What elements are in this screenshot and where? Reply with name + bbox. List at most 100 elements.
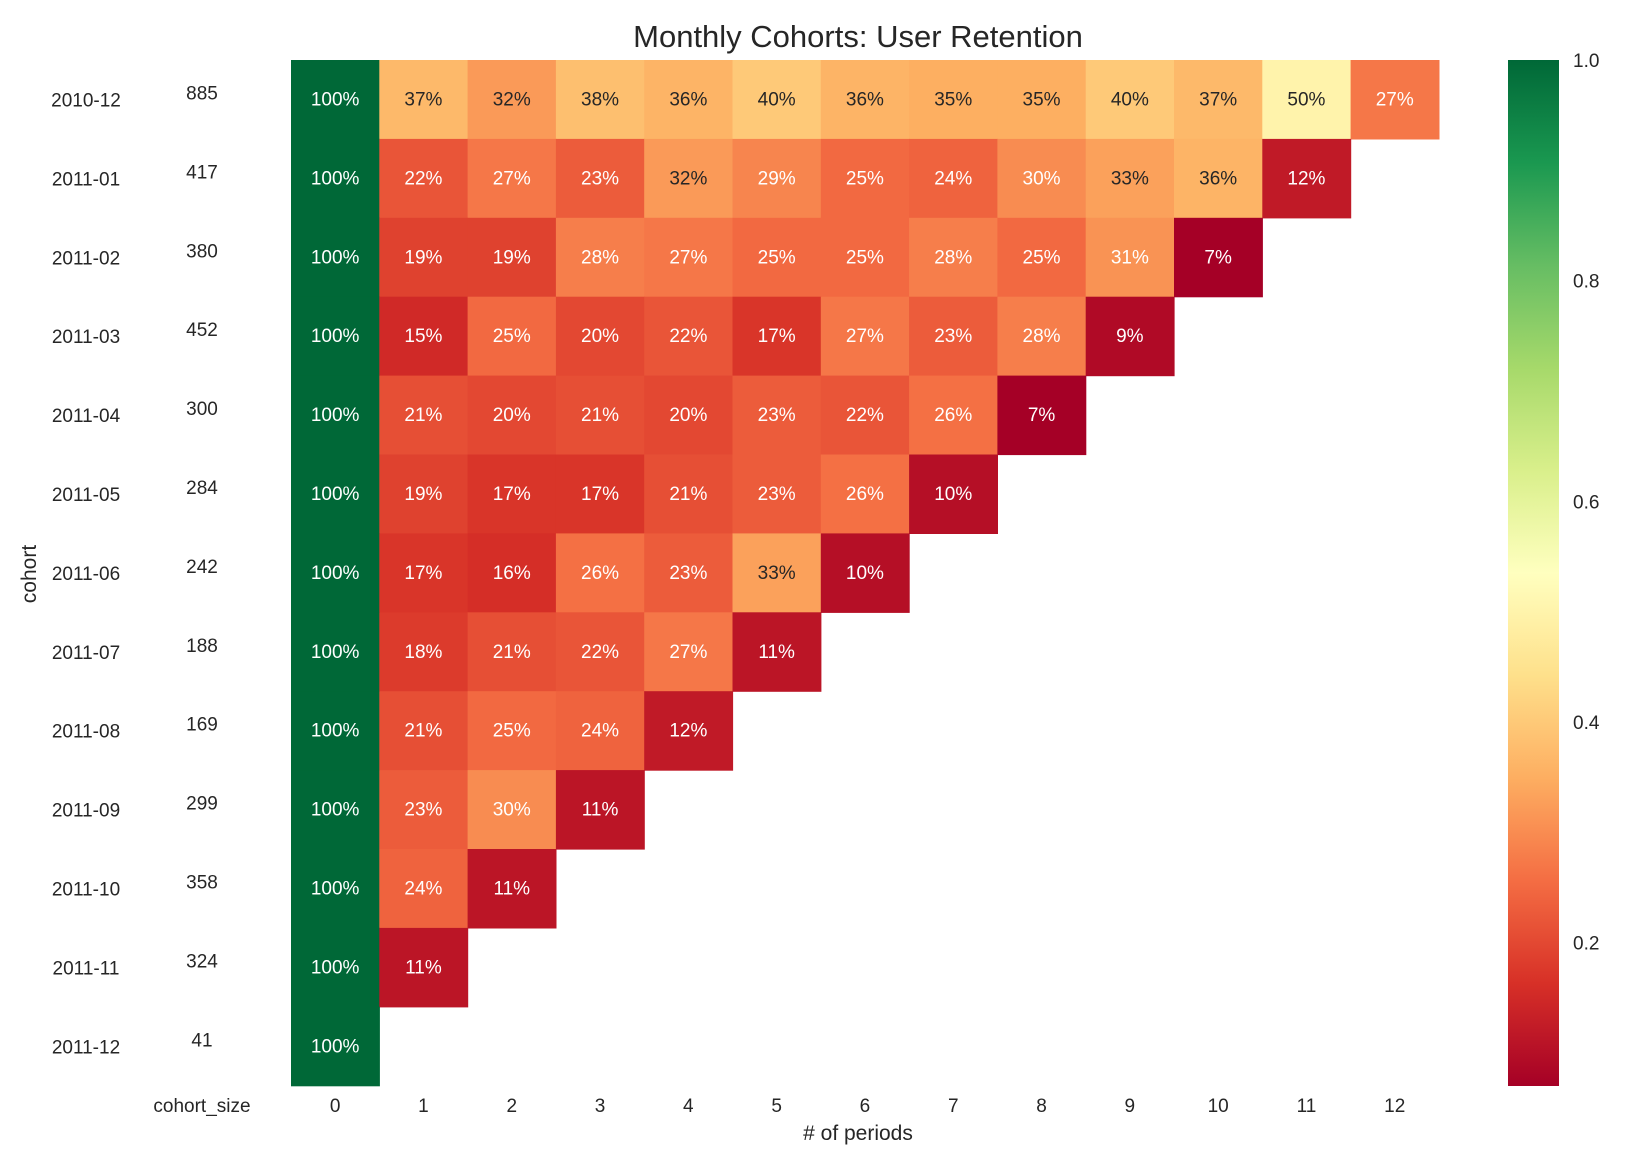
cell-value-label: 10%: [846, 563, 884, 584]
heatmap-cell: [997, 217, 1087, 298]
row-label: 2011-04: [52, 406, 121, 427]
cohort-size-value: 452: [186, 320, 218, 341]
row-label: 2011-03: [52, 327, 120, 348]
cohort-size-value: 300: [186, 399, 218, 420]
cohort-size-value: 169: [186, 715, 218, 736]
cell-value-label: 28%: [581, 247, 619, 268]
heatmap-cell: [291, 1006, 380, 1087]
heatmap-cell: [291, 927, 380, 1008]
heatmap-cell: [291, 454, 380, 534]
cell-value-label: 25%: [493, 721, 531, 742]
cell-value-label: 22%: [581, 642, 619, 663]
cohort-size-value: 242: [186, 557, 218, 578]
heatmap-cell: [467, 849, 557, 929]
heatmap-cell: [820, 296, 910, 377]
heatmap-cell: [379, 691, 469, 771]
row-label: 2011-12: [52, 1037, 120, 1058]
cell-value-label: 20%: [669, 405, 707, 426]
column-label: 8: [1036, 1096, 1047, 1117]
heatmap-cell: [732, 217, 822, 298]
cell-value-label: 100%: [311, 247, 360, 268]
cohort-size-value: 417: [186, 162, 218, 183]
heatmap-cell: [291, 533, 380, 613]
cell-value-label: 21%: [404, 721, 442, 742]
heatmap-cell: [1262, 138, 1352, 219]
x-axis-label: # of periods: [803, 1122, 913, 1145]
cell-value-label: 26%: [846, 484, 884, 505]
heatmap-cell: [732, 60, 822, 140]
column-label: 6: [860, 1096, 871, 1117]
cell-value-label: 37%: [1199, 89, 1237, 110]
row-label: 2011-11: [53, 958, 120, 979]
cell-value-label: 37%: [404, 89, 442, 110]
heatmap-cell: [379, 138, 469, 219]
row-label: 2011-05: [52, 485, 120, 506]
colorbar: 1.0 0.8 0.6 0.4 0.2: [1508, 51, 1600, 1086]
colorbar-tick-label: 0.6: [1573, 492, 1599, 513]
heatmap-cell: [379, 454, 469, 534]
heatmap-cell: [1085, 217, 1175, 298]
column-label: 0: [330, 1096, 341, 1117]
cell-value-label: 40%: [758, 89, 796, 110]
row-label: 2010-12: [51, 90, 121, 111]
cell-value-label: 19%: [493, 247, 531, 268]
heatmap-cell: [644, 375, 734, 456]
heatmap-cell: [467, 375, 557, 456]
cohort-size-value: 188: [186, 636, 218, 657]
heatmap-cell: [555, 60, 645, 140]
cell-value-label: 19%: [404, 484, 442, 505]
heatmap-cell: [1085, 296, 1175, 377]
heatmap-cell: [1085, 138, 1175, 219]
cell-value-label: 26%: [581, 563, 619, 584]
cell-value-label: 22%: [846, 405, 884, 426]
cell-value-label: 33%: [758, 563, 796, 584]
cell-value-label: 16%: [493, 563, 531, 584]
row-label: 2011-07: [52, 643, 120, 664]
heatmap-cell: [379, 533, 469, 613]
cell-value-label: 7%: [1204, 247, 1232, 268]
cell-value-label: 30%: [493, 800, 531, 821]
cell-value-label: 23%: [404, 800, 442, 821]
cell-value-label: 25%: [493, 326, 531, 347]
cell-value-label: 21%: [493, 642, 531, 663]
cohort-size-value: 41: [191, 1030, 212, 1051]
cell-value-label: 24%: [404, 878, 442, 899]
heatmap-cell: [909, 296, 998, 377]
column-label: 2: [506, 1096, 517, 1117]
cell-value-label: 27%: [669, 642, 707, 663]
cell-value-label: 27%: [1376, 89, 1414, 110]
heatmap-cell: [555, 612, 645, 692]
cell-value-label: 100%: [311, 168, 360, 189]
heatmap-cell: [909, 60, 998, 140]
cell-value-label: 12%: [1287, 168, 1325, 189]
heatmap-cell: [467, 138, 557, 219]
cell-value-label: 21%: [581, 405, 619, 426]
cell-value-label: 100%: [311, 326, 360, 347]
cell-value-label: 27%: [846, 326, 884, 347]
cell-value-label: 9%: [1116, 326, 1144, 347]
heatmap-cell: [291, 60, 380, 140]
cell-value-label: 100%: [311, 957, 360, 978]
heatmap-cell: [467, 612, 557, 692]
cell-value-label: 36%: [669, 89, 707, 110]
heatmap-cell: [379, 927, 469, 1008]
colorbar-tick-label: 0.8: [1573, 272, 1599, 293]
cell-value-label: 7%: [1028, 405, 1056, 426]
cell-value-label: 22%: [669, 326, 707, 347]
heatmap-cell: [909, 454, 998, 534]
heatmap-cell: [732, 375, 822, 456]
cell-value-label: 23%: [758, 484, 796, 505]
cell-value-label: 100%: [311, 563, 360, 584]
heatmap-cell: [379, 770, 469, 850]
chart-title: Monthly Cohorts: User Retention: [633, 19, 1083, 54]
cell-value-label: 33%: [1111, 168, 1149, 189]
column-label: 1: [418, 1096, 429, 1117]
cell-value-label: 30%: [1023, 168, 1061, 189]
heatmap-cell: [1350, 60, 1440, 140]
colorbar-tick-label: 0.2: [1573, 934, 1599, 955]
cell-value-label: 18%: [404, 642, 442, 663]
colorbar-gradient: [1508, 60, 1559, 1086]
column-label: 7: [948, 1096, 959, 1117]
column-label: 5: [771, 1096, 782, 1117]
